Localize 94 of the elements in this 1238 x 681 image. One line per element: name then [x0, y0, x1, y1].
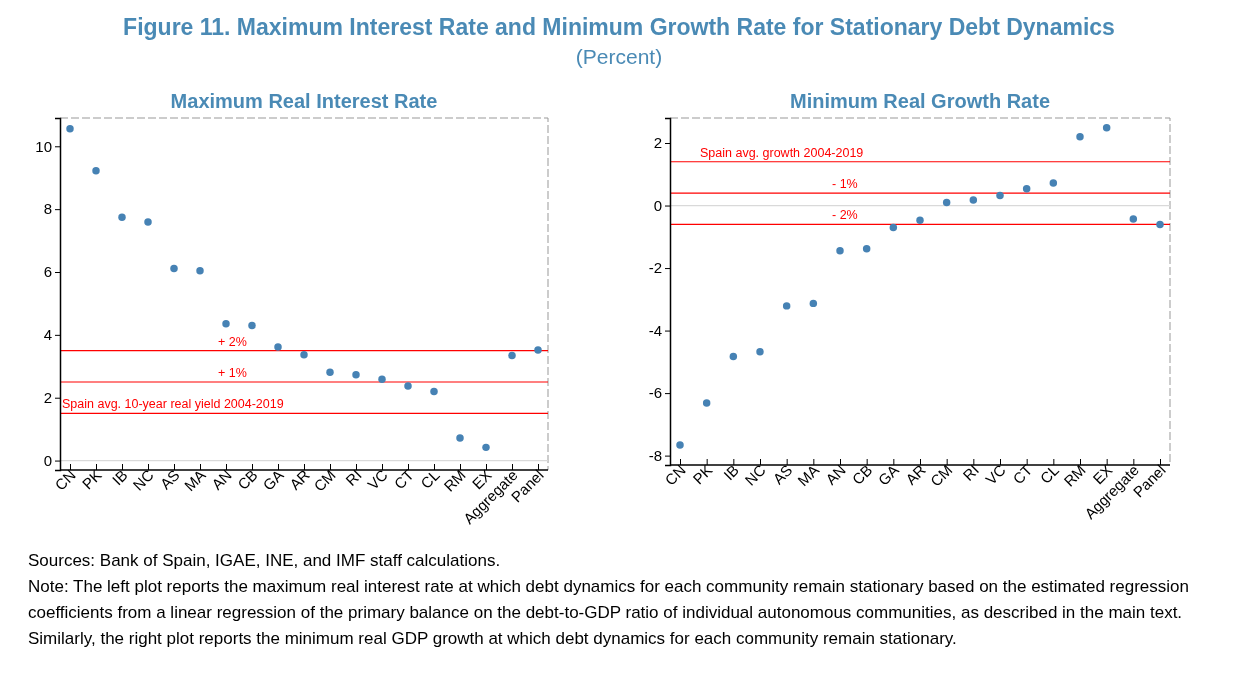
x-tick-label: IB: [108, 466, 131, 489]
y-tick-label: -8: [648, 446, 662, 464]
annotation: - 2%: [832, 208, 858, 223]
annotation: + 2%: [218, 334, 247, 349]
point: [378, 375, 386, 383]
x-tick-label: VC: [981, 461, 1009, 488]
y-tick-label: 2: [43, 389, 52, 407]
point: [1076, 133, 1084, 141]
x-tick-label: GA: [874, 461, 903, 489]
point: [222, 320, 230, 328]
x-tick-label: AN: [207, 466, 235, 493]
y-tick-label: -6: [648, 384, 662, 402]
x-tick-label: AR: [901, 461, 929, 488]
x-tick-label: RM: [1060, 461, 1089, 490]
point: [326, 368, 334, 376]
x-tick-label: CL: [417, 466, 443, 492]
x-tick-label: NC: [741, 461, 769, 489]
y-tick-label: 10: [35, 137, 52, 155]
y-tick-label: 2: [653, 134, 662, 152]
point: [404, 382, 412, 390]
chart-title: Minimum Real Growth Rate: [789, 90, 1051, 112]
x-tick-label: CN: [661, 461, 689, 489]
x-tick-label: CM: [926, 461, 956, 490]
x-tick-label: RI: [959, 461, 983, 484]
x-tick-label: MA: [794, 461, 823, 490]
point: [170, 264, 178, 273]
point: [996, 191, 1004, 200]
point: [1102, 123, 1111, 132]
text: Figure 11. Maximum Interest Rate and Minimum Growth Rate for Stationary Debt Dynamics: [122, 14, 1116, 41]
y-tick-label: 0: [653, 196, 662, 214]
x-tick-label: AS: [156, 466, 183, 493]
point: [196, 267, 204, 275]
x-tick-label: VC: [363, 466, 391, 493]
x-tick-label: RI: [342, 466, 365, 489]
point: [456, 434, 464, 442]
y-tick-label: -4: [648, 321, 662, 339]
x-tick-label: CB: [233, 466, 261, 493]
x-tick-label: CN: [51, 466, 79, 494]
x-tick-label: CL: [1036, 461, 1063, 487]
point: [969, 196, 978, 204]
point: [1156, 220, 1164, 229]
x-tick-label: CT: [390, 466, 417, 493]
point: [1049, 179, 1058, 187]
point: [430, 387, 438, 396]
point: [729, 352, 738, 361]
point: [889, 223, 898, 232]
x-tick-label: GA: [259, 466, 287, 494]
point: [702, 399, 711, 407]
x-tick-label: CB: [848, 461, 876, 488]
x-tick-label: AS: [769, 461, 796, 488]
point: [782, 302, 791, 310]
point: [144, 218, 152, 226]
point: [274, 343, 282, 351]
point: [1022, 184, 1031, 193]
y-tick-label: 0: [43, 451, 52, 469]
annotation: + 1%: [218, 366, 247, 380]
point: [534, 346, 542, 354]
x-tick-label: CM: [310, 466, 339, 495]
point: [942, 198, 951, 207]
point: [676, 441, 684, 449]
x-tick-label: PK: [689, 461, 716, 488]
point: [92, 167, 100, 175]
point: [508, 351, 516, 360]
point: [809, 299, 818, 308]
y-tick-label: -2: [648, 259, 662, 277]
point: [1129, 215, 1138, 223]
point: [118, 213, 126, 222]
point: [862, 244, 871, 253]
y-tick-label: 4: [43, 326, 52, 344]
x-tick-label: RM: [440, 466, 469, 495]
text: Note: The left plot reports the maximum real interest rate at which debt dynamics for each community remain stationary based on the estimated regression coefficients from a linear regression of the primary balance on the debt-to-GDP ratio of individual autonomous communities, as described in the main text. Similarly, the right plot reports the minimum real GDP growth at which debt dynamics for each community remain stationary.: [28, 576, 1190, 650]
point: [352, 371, 360, 379]
ref-line-label: Spain avg. 10-year real yield 2004-2019: [62, 397, 284, 412]
point: [756, 348, 764, 356]
point: [248, 321, 256, 330]
source-note: Sources: Bank of Spain, IGAE, INE, and IMF staff calculations.: [28, 550, 502, 572]
y-tick-label: 6: [43, 263, 52, 281]
point: [66, 124, 74, 133]
x-tick-label: IB: [720, 461, 743, 484]
point: [482, 443, 490, 452]
x-tick-label: PK: [78, 466, 105, 493]
annotation: - 1%: [832, 177, 858, 192]
point: [836, 247, 844, 255]
x-tick-label: CT: [1009, 461, 1036, 488]
y-tick-label: 8: [43, 200, 52, 218]
text: (Percent): [574, 45, 664, 69]
chart-title: Maximum Real Interest Rate: [170, 90, 438, 112]
x-tick-label: AN: [821, 461, 849, 488]
x-tick-label: NC: [129, 466, 157, 494]
ref-line-label: Spain avg. growth 2004-2019: [700, 145, 864, 160]
point: [300, 350, 308, 359]
x-tick-label: AR: [285, 466, 313, 493]
x-tick-label: MA: [180, 466, 209, 495]
point: [916, 216, 924, 224]
